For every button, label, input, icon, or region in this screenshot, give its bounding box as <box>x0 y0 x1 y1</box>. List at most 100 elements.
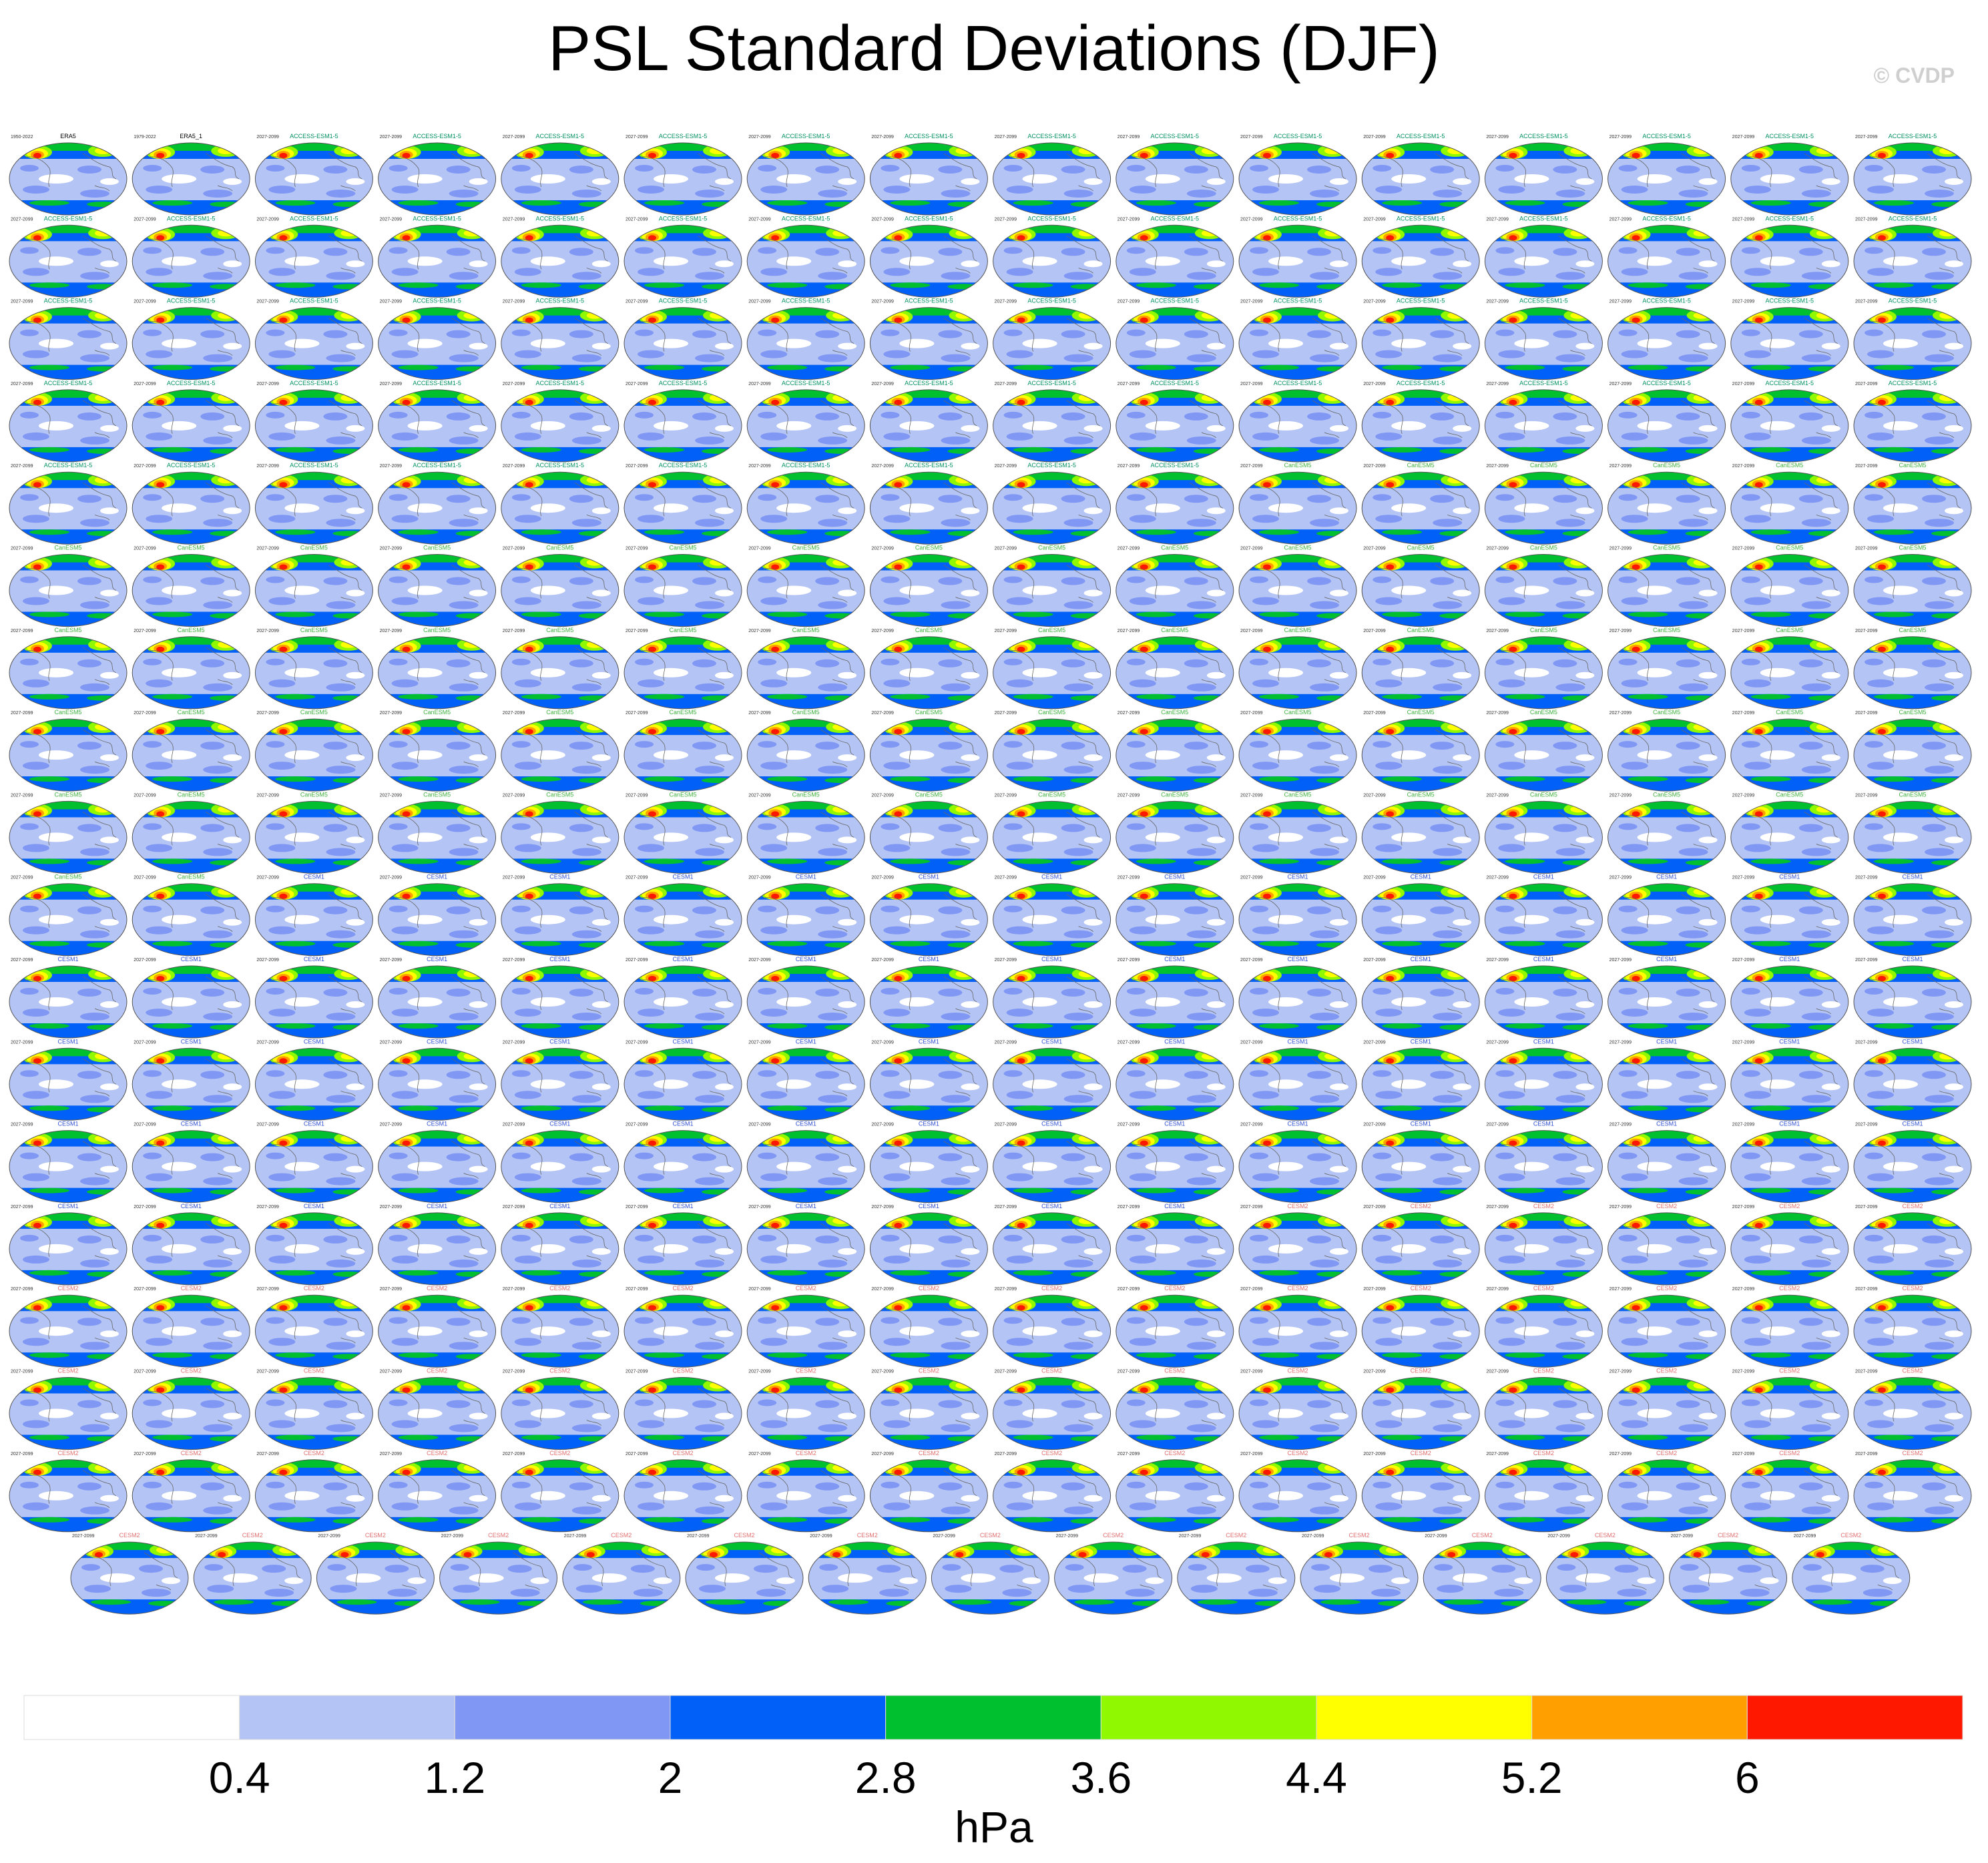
map-panel-title: ACCESS-ESM1-5 <box>44 380 93 386</box>
map-panel: CESM1 2027-2099 <box>501 1203 619 1286</box>
map-panel-years: 2027-2099 <box>1855 629 1878 633</box>
map-panel-map <box>501 635 619 710</box>
map-panel-title: CESM2 <box>1164 1368 1185 1374</box>
map-panel: CESM1 2027-2099 <box>747 1121 864 1204</box>
map-panel-map <box>1239 1129 1356 1204</box>
map-panel-years: 2027-2099 <box>318 1534 340 1539</box>
map-panel-title: CESM1 <box>1902 1121 1923 1127</box>
map-panel-years: 2027-2099 <box>195 1534 218 1539</box>
map-panel-years: 2027-2099 <box>871 300 894 304</box>
map-panel-title: CESM1 <box>919 956 939 963</box>
map-panel-title: CanESM5 <box>1530 709 1557 716</box>
map-panel-years: 2027-2099 <box>1609 217 1632 222</box>
map-panel: CESM1 2027-2099 <box>870 1203 987 1286</box>
map-panel: ERA5 1950-2022 <box>9 133 127 216</box>
map-panel-map <box>624 965 742 1039</box>
map-panel-title: ACCESS-ESM1-5 <box>1027 380 1076 386</box>
map-panel-map <box>1854 1047 1971 1121</box>
map-panel-years: 2027-2099 <box>503 793 525 798</box>
map-panel-title: CESM2 <box>304 1450 324 1456</box>
map-panel-map <box>1608 142 1726 216</box>
map-panel-title: CanESM5 <box>300 709 328 716</box>
map-panel: CanESM5 2027-2099 <box>870 627 987 710</box>
map-panel-title: CESM2 <box>1902 1450 1923 1456</box>
map-panel-map <box>9 1294 127 1368</box>
map-panel: ACCESS-ESM1-5 2027-2099 <box>255 462 372 545</box>
map-panel-map <box>1854 471 1971 545</box>
map-panel-years: 2027-2099 <box>871 629 894 633</box>
map-panel-title: CESM2 <box>1718 1532 1738 1539</box>
map-panel-years: 2027-2099 <box>626 876 648 880</box>
map-panel: CESM1 2027-2099 <box>993 1203 1111 1286</box>
map-panel: CanESM5 2027-2099 <box>1239 545 1356 628</box>
map-panel-map <box>1485 553 1602 628</box>
map-panel: CESM1 2027-2099 <box>624 1203 742 1286</box>
map-panel-years: 2027-2099 <box>1240 300 1263 304</box>
map-panel-title: CESM1 <box>1656 1038 1677 1045</box>
map-panel-title: CESM2 <box>1779 1203 1800 1210</box>
map-panel-years: 2027-2099 <box>1240 135 1263 140</box>
map-panel: CESM2 2027-2099 <box>1854 1203 1971 1286</box>
map-panel-years: 2027-2099 <box>380 547 403 551</box>
map-panel: CanESM5 2027-2099 <box>1116 545 1234 628</box>
map-panel-title: CESM1 <box>57 956 78 963</box>
map-panel-title: CESM1 <box>672 1203 693 1210</box>
map-panel-grid: ERA5 1950-2022 ERA5_1 1979-2022 ACCESS-ESM1-… <box>0 133 1988 1669</box>
map-panel-map <box>1055 1541 1172 1615</box>
map-panel-years: 2027-2099 <box>1363 382 1386 386</box>
map-panel-map <box>1608 388 1726 463</box>
map-panel-map <box>747 1376 864 1451</box>
map-panel-title: CESM1 <box>57 1121 78 1127</box>
map-panel-title: ACCESS-ESM1-5 <box>782 380 830 386</box>
map-panel-years: 2027-2099 <box>1363 1040 1386 1045</box>
map-panel: CESM2 2027-2099 <box>870 1450 987 1533</box>
map-panel-years: 2027-2099 <box>134 547 156 551</box>
map-panel: ACCESS-ESM1-5 2027-2099 <box>1854 298 1971 381</box>
map-panel-years: 2027-2099 <box>11 1123 33 1127</box>
map-panel-map <box>1608 1458 1726 1533</box>
panels-layer: ERA5 1950-2022 ERA5_1 1979-2022 ACCESS-ESM1-… <box>9 133 1971 1615</box>
map-panel-map <box>1116 1376 1234 1451</box>
map-panel-title: ACCESS-ESM1-5 <box>1151 380 1200 386</box>
map-panel-map <box>1608 635 1726 710</box>
map-panel: CESM1 2027-2099 <box>255 956 372 1039</box>
map-panel: CESM2 2027-2099 <box>1792 1532 1910 1615</box>
map-panel: CESM2 2027-2099 <box>993 1450 1111 1533</box>
map-panel-title: CESM1 <box>672 874 693 880</box>
map-panel-title: ACCESS-ESM1-5 <box>536 215 585 222</box>
map-panel-map <box>379 471 496 545</box>
map-panel-years: 2027-2099 <box>871 876 894 880</box>
map-panel: ACCESS-ESM1-5 2027-2099 <box>1731 215 1848 298</box>
map-panel-title: CanESM5 <box>1038 627 1065 633</box>
map-panel-title: CESM2 <box>304 1368 324 1374</box>
map-panel: CESM2 2027-2099 <box>1485 1203 1602 1286</box>
map-panel-years: 2027-2099 <box>810 1534 832 1539</box>
map-panel-map <box>132 1129 250 1204</box>
map-panel-map <box>1485 224 1602 298</box>
map-panel-title: ACCESS-ESM1-5 <box>1889 215 1937 222</box>
map-panel-map <box>747 1129 864 1204</box>
map-panel-map <box>993 224 1111 298</box>
map-panel-title: CESM2 <box>1656 1285 1677 1292</box>
map-panel-title: CanESM5 <box>1653 791 1680 798</box>
map-panel-map <box>747 1458 864 1533</box>
map-panel: ACCESS-ESM1-5 2027-2099 <box>1731 298 1848 381</box>
map-panel-title: ACCESS-ESM1-5 <box>1519 380 1568 386</box>
map-panel-title: CESM1 <box>1779 1038 1800 1045</box>
map-panel-years: 2027-2099 <box>503 300 525 304</box>
map-panel-years: 2027-2099 <box>1240 711 1263 716</box>
map-panel: CanESM5 2027-2099 <box>624 627 742 710</box>
map-panel-years: 2027-2099 <box>1609 1040 1632 1045</box>
map-panel-map <box>870 1376 987 1451</box>
map-panel: CanESM5 2027-2099 <box>1731 545 1848 628</box>
map-panel-title: CanESM5 <box>792 545 820 551</box>
map-panel-map <box>1485 306 1602 381</box>
map-panel-map <box>9 1212 127 1286</box>
map-panel: CESM1 2027-2099 <box>624 1121 742 1204</box>
map-panel-years: 2027-2099 <box>748 217 771 222</box>
map-panel-map <box>501 1212 619 1286</box>
map-panel-years: 2027-2099 <box>256 300 279 304</box>
map-panel-years: 2027-2099 <box>871 464 894 469</box>
map-panel-years: 2027-2099 <box>1732 1205 1755 1210</box>
map-panel-years: 2027-2099 <box>1117 464 1140 469</box>
